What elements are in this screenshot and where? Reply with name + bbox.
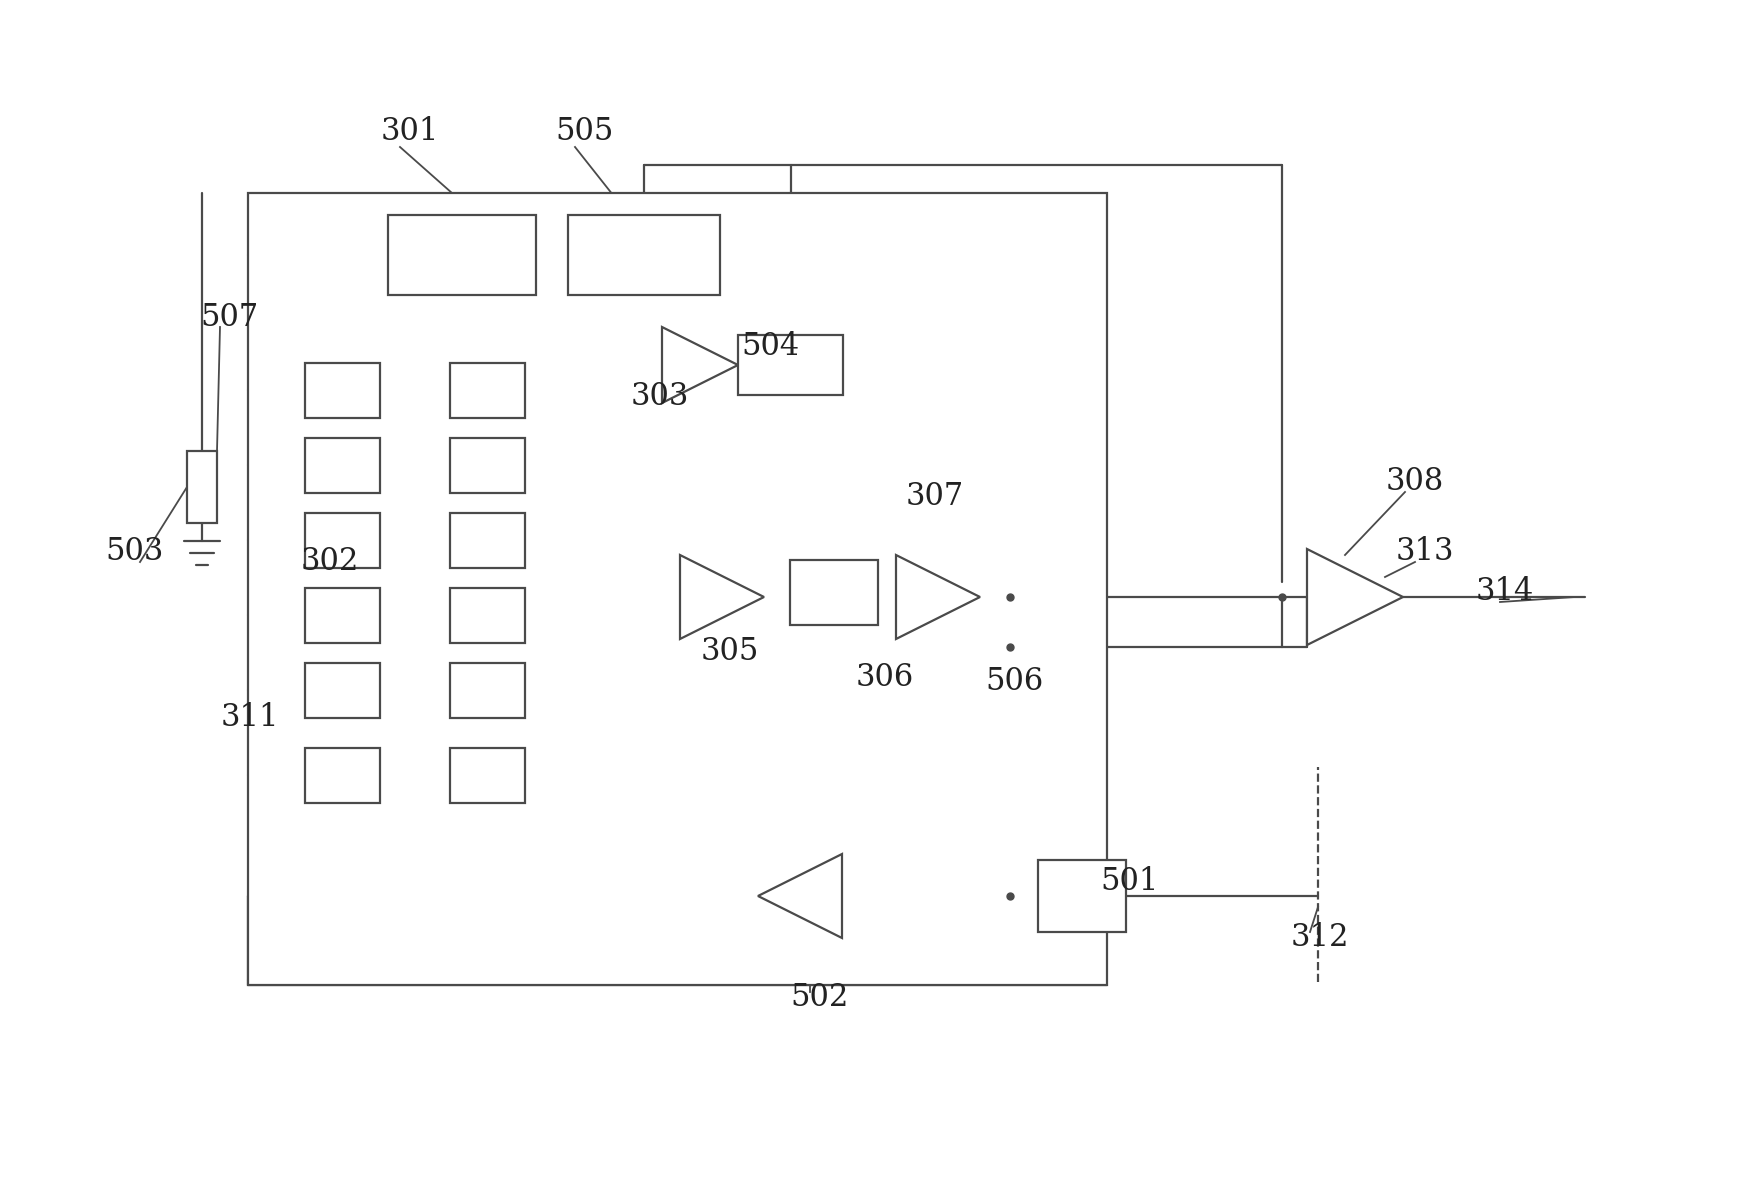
Bar (304, 748, 380, 802)
Bar (568, 215, 720, 296)
Text: 307: 307 (905, 482, 963, 513)
Bar (1037, 861, 1126, 932)
Bar (388, 215, 536, 296)
Bar (789, 560, 877, 626)
Text: 308: 308 (1385, 466, 1442, 497)
Text: 313: 313 (1395, 537, 1453, 567)
Text: 306: 306 (856, 661, 914, 692)
Text: 312: 312 (1290, 921, 1348, 952)
Bar (450, 662, 525, 717)
Bar (304, 662, 380, 717)
Text: 302: 302 (300, 546, 358, 578)
Bar (450, 362, 525, 418)
Bar (304, 513, 380, 567)
Text: 311: 311 (221, 702, 279, 732)
Bar (186, 451, 216, 523)
Text: 314: 314 (1476, 577, 1534, 608)
Polygon shape (1305, 550, 1402, 645)
Text: 301: 301 (381, 116, 439, 147)
Bar (450, 438, 525, 493)
Bar (738, 335, 843, 395)
Text: 504: 504 (740, 331, 799, 362)
Polygon shape (680, 556, 764, 639)
Bar (304, 588, 380, 642)
Text: 506: 506 (986, 666, 1044, 698)
Text: 505: 505 (555, 116, 613, 147)
Bar (248, 193, 1107, 985)
Text: 501: 501 (1100, 867, 1158, 897)
Bar (450, 748, 525, 802)
Text: 305: 305 (701, 636, 759, 667)
Bar (450, 513, 525, 567)
Polygon shape (896, 556, 979, 639)
Bar (304, 362, 380, 418)
Polygon shape (662, 326, 738, 404)
Text: 303: 303 (631, 381, 689, 413)
Polygon shape (757, 853, 842, 938)
Bar (450, 588, 525, 642)
Text: 503: 503 (105, 537, 163, 567)
Text: 507: 507 (200, 301, 258, 332)
Text: 502: 502 (791, 982, 849, 1013)
Bar (304, 438, 380, 493)
